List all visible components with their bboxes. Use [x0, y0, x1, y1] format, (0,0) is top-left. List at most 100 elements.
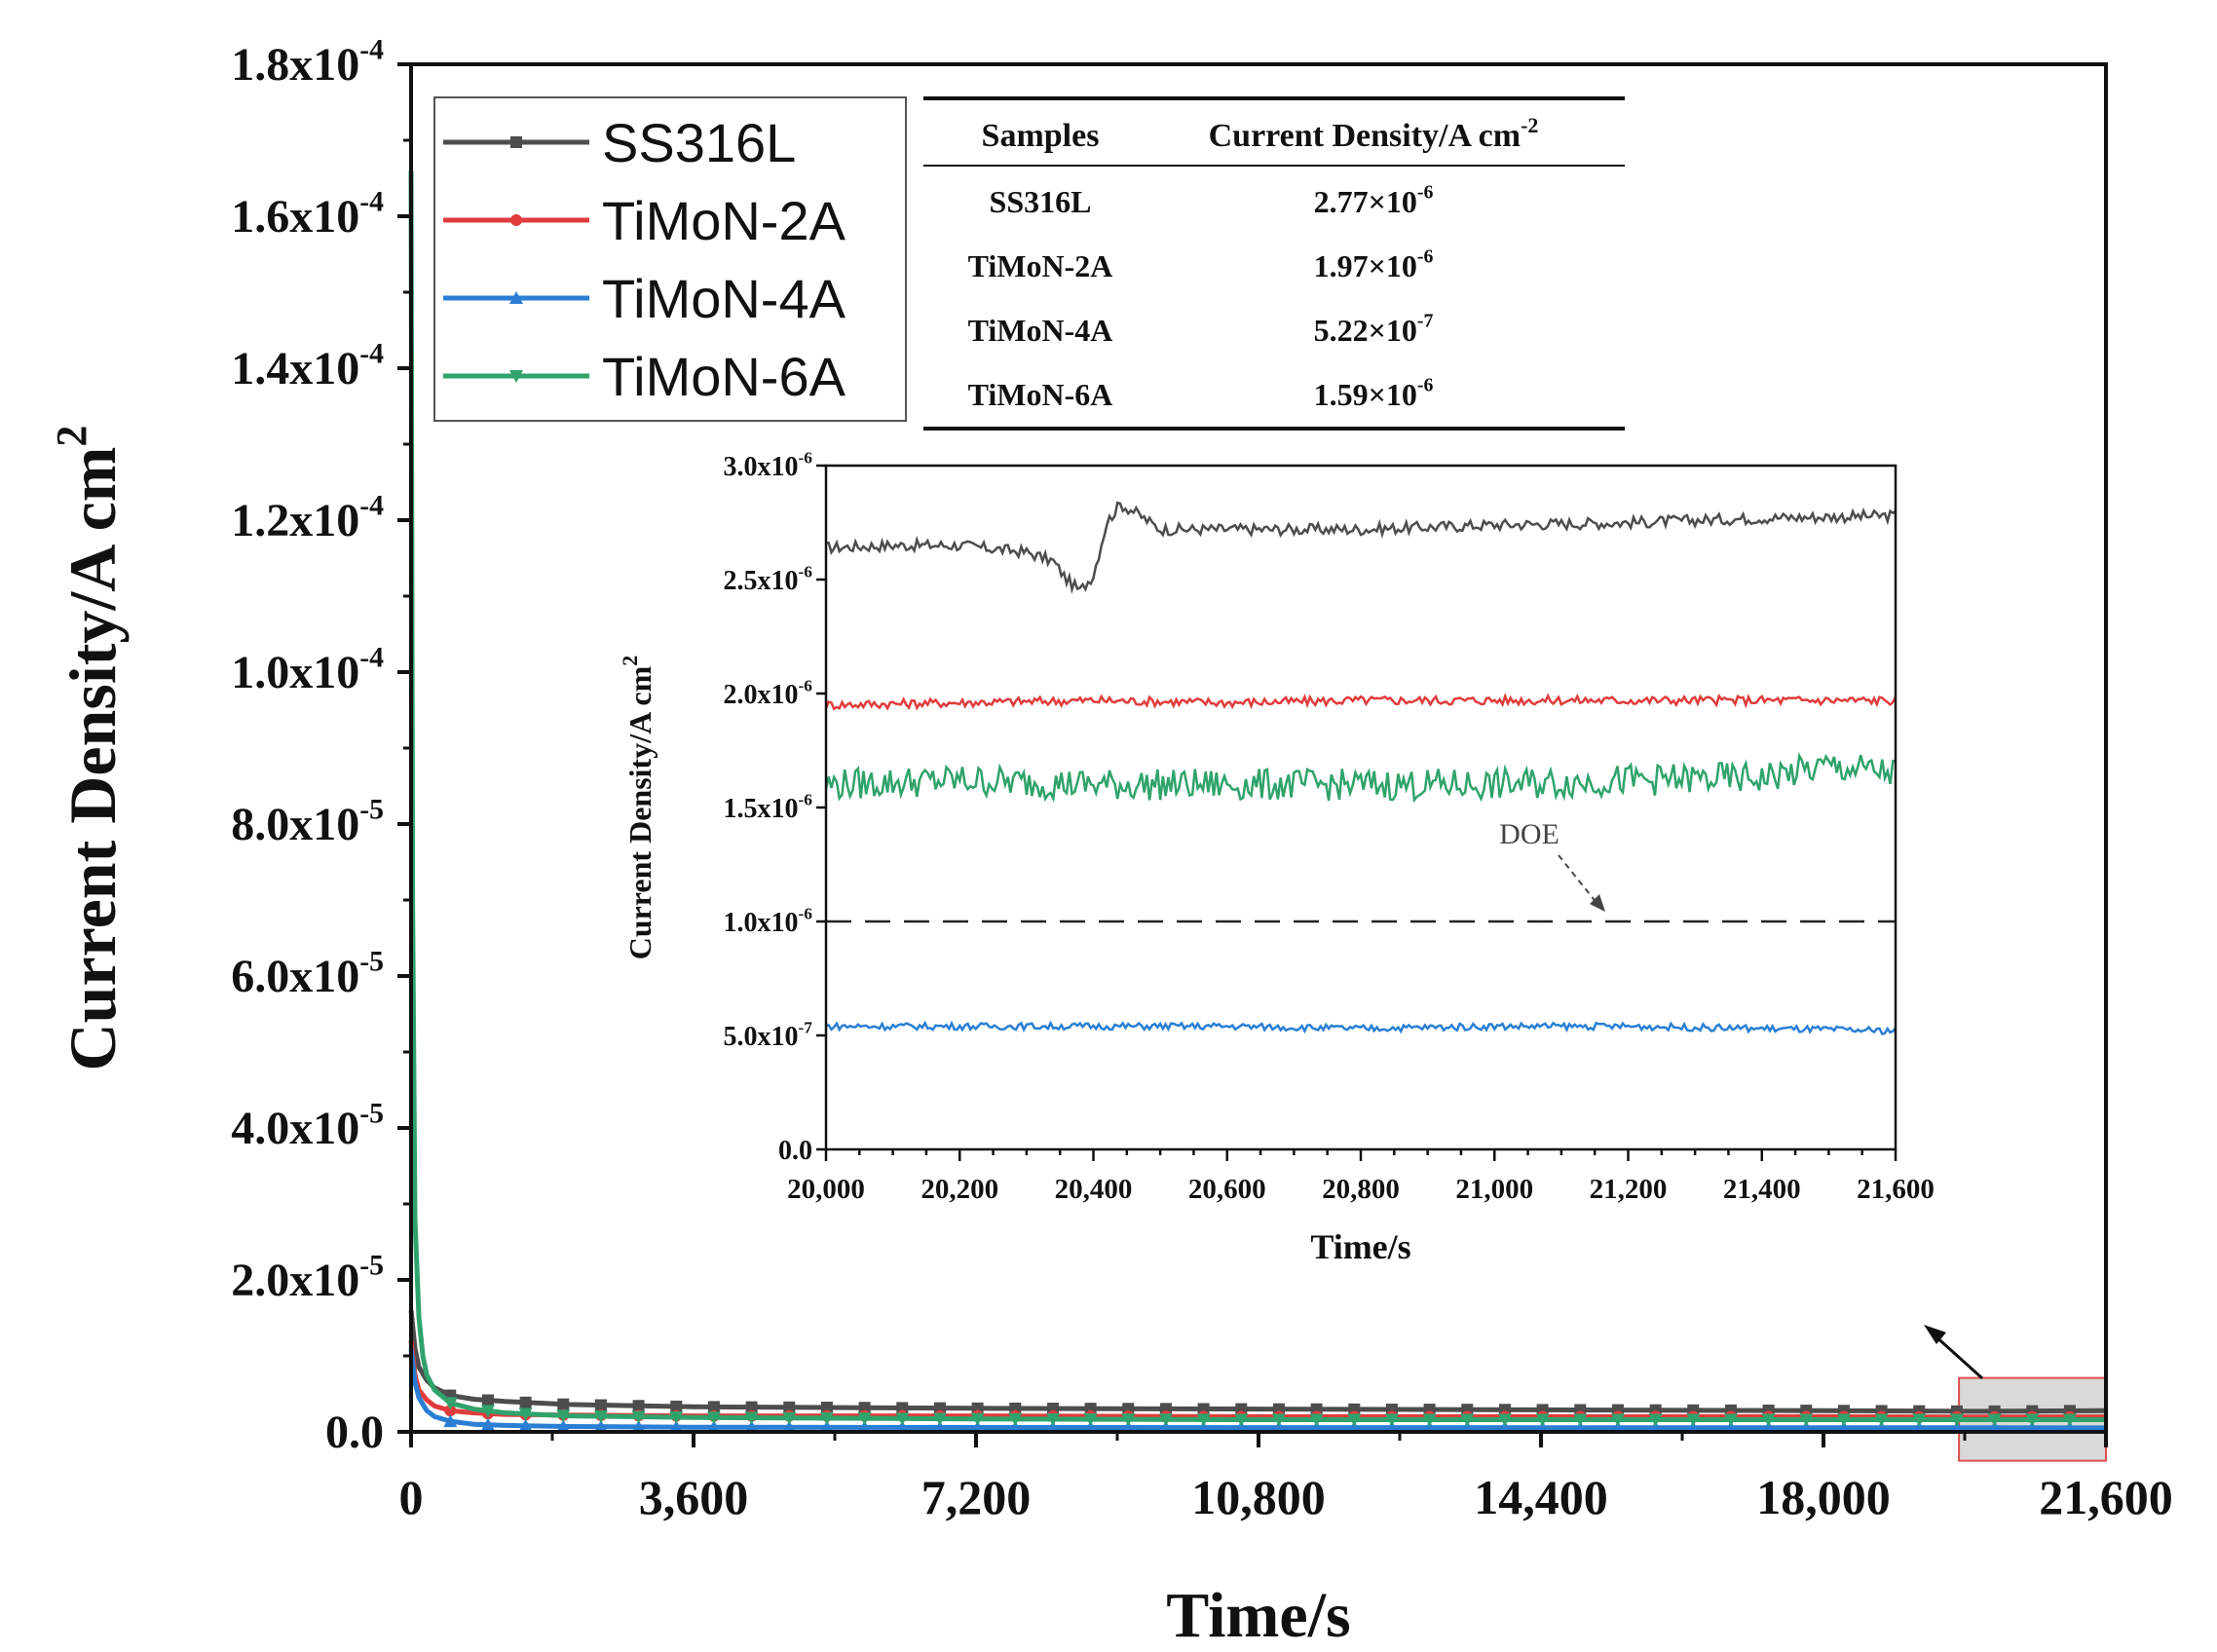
data-point	[970, 1412, 985, 1426]
x-tick-label: 21,600	[2039, 1470, 2173, 1524]
table-cell-sample: TiMoN-6A	[968, 377, 1113, 412]
table-cell-sample: TiMoN-2A	[968, 248, 1113, 283]
series-line-ss316l	[408, 1309, 2107, 1414]
y-tick-label-exp: -5	[359, 793, 384, 825]
data-point	[706, 1420, 721, 1434]
data-point	[858, 1402, 871, 1414]
inset-y-tick-label-exp: -6	[799, 448, 813, 467]
data-point	[1949, 1413, 1964, 1427]
data-point	[744, 1411, 759, 1425]
x-axis-label: Time/s	[1166, 1580, 1350, 1651]
x-tick-label: 10,800	[1191, 1470, 1326, 1524]
x-tick-label: 14,400	[1474, 1470, 1608, 1524]
table-cell-density-exp: -7	[1417, 311, 1434, 332]
data-point	[819, 1411, 834, 1425]
y-tick-label-base: 6.0x10	[231, 951, 359, 1002]
inset-y-tick-label-base: 2.0x10	[724, 680, 799, 710]
inset-y-tick-label: 5.0x10-7	[724, 1018, 813, 1052]
data-point	[1836, 1413, 1851, 1427]
y-tick-label-exp: -4	[359, 641, 384, 673]
data-point	[556, 1409, 571, 1423]
inset-y-axis-label-sup: 2	[618, 656, 642, 666]
data-point	[1422, 1413, 1437, 1427]
inset-y-tick-label: 3.0x10-6	[724, 448, 813, 482]
data-point	[1573, 1413, 1588, 1427]
inset-x-tick-label: 21,400	[1723, 1174, 1801, 1205]
legend-item-timon-4a: TiMoN-4A	[443, 268, 846, 329]
inset-y-tick-label-base: 1.0x10	[724, 908, 799, 938]
inset-x-tick-label: 21,200	[1590, 1174, 1668, 1205]
inset-y-tick-label: 1.0x10-6	[724, 904, 813, 938]
data-point	[744, 1420, 759, 1434]
table-cell-sample: SS316L	[990, 184, 1092, 219]
data-point	[1121, 1413, 1136, 1427]
data-point	[1384, 1413, 1399, 1427]
legend-label: SS316L	[602, 112, 796, 173]
inset-y-tick-label-exp: -6	[799, 562, 813, 581]
data-point	[2025, 1413, 2040, 1427]
table-row: TiMoN-4A 5.22×10-7	[968, 311, 1434, 348]
inset-series-ss316l	[825, 501, 1897, 595]
data-point	[557, 1398, 570, 1410]
data-point	[1008, 1412, 1023, 1426]
y-tick-label-base: 1.0x10	[231, 647, 359, 698]
y-tick-label-base: 1.4x10	[231, 343, 359, 394]
data-point	[820, 1401, 833, 1413]
data-point	[1497, 1413, 1512, 1427]
inset-reference-pointer-head	[1590, 894, 1605, 912]
data-point	[1874, 1413, 1889, 1427]
table-header-samples: Samples	[982, 118, 1100, 154]
y-tick-label: 1.4x10-4	[231, 337, 384, 394]
data-point	[1912, 1413, 1927, 1427]
inset-y-axis-label-text: Current Density/A cm	[622, 665, 658, 959]
inset-y-tick-label-exp: -6	[799, 676, 813, 695]
y-tick-label-base: 4.0x10	[231, 1103, 359, 1154]
data-point	[1045, 1412, 1060, 1426]
legend: SS316L TiMoN-2A TiMoN-4A TiMoN-6A	[433, 96, 907, 422]
legend-label: TiMoN-4A	[602, 268, 846, 329]
inset-x-axis-label: Time/s	[1310, 1227, 1410, 1266]
y-tick-label: 1.2x10-4	[231, 489, 384, 546]
data-point	[932, 1412, 947, 1426]
table-row: TiMoN-2A 1.97×10-6	[968, 246, 1434, 283]
inset-x-tick-label: 20,400	[1055, 1174, 1133, 1205]
table-cell-density-exp: -6	[1417, 182, 1434, 204]
inset-reference-label: DOE	[1499, 818, 1559, 850]
series-timon-6a	[408, 170, 2106, 1427]
data-point	[1196, 1413, 1211, 1427]
data-point	[1083, 1413, 1098, 1427]
inset-y-tick-label: 2.0x10-6	[724, 676, 813, 710]
data-point	[857, 1412, 872, 1426]
inset-x-tick-label: 20,000	[787, 1174, 865, 1205]
inset-series-timon-4a	[825, 1020, 1897, 1035]
inset-y-tick-label-exp: -6	[799, 904, 813, 922]
table-cell-density-base: 1.59×10	[1314, 377, 1417, 412]
main-plot: 0.02.0x10-54.0x10-56.0x10-58.0x10-51.0x1…	[48, 33, 2173, 1651]
data-point	[707, 1401, 720, 1413]
data-point	[1987, 1413, 2002, 1427]
data-point	[480, 1405, 495, 1418]
y-tick-label-exp: -4	[359, 337, 384, 369]
inset-y-tick-label-exp: -7	[799, 1018, 813, 1036]
data-point	[1761, 1413, 1776, 1427]
data-point	[745, 1401, 758, 1413]
inset-plot: DOE0.05.0x10-71.0x10-61.5x10-62.0x10-62.…	[618, 448, 1935, 1266]
data-point	[480, 1417, 495, 1431]
y-tick-label-base: 1.2x10	[231, 495, 359, 546]
x-tick-label: 3,600	[639, 1470, 749, 1524]
data-point	[782, 1411, 797, 1425]
legend-swatch-marker	[510, 136, 522, 148]
x-tick-label: 18,000	[1756, 1470, 1891, 1524]
y-tick-label: 4.0x10-5	[231, 1097, 384, 1154]
legend-swatch-marker	[509, 370, 523, 383]
data-point	[444, 1405, 457, 1417]
legend-swatch-marker	[510, 214, 522, 226]
data-point	[1347, 1413, 1362, 1427]
data-point	[443, 1414, 458, 1428]
data-point	[518, 1418, 533, 1432]
table-cell-density-base: 1.97×10	[1314, 248, 1417, 283]
y-tick-label-exp: -4	[359, 489, 384, 521]
legend-box	[433, 96, 907, 422]
